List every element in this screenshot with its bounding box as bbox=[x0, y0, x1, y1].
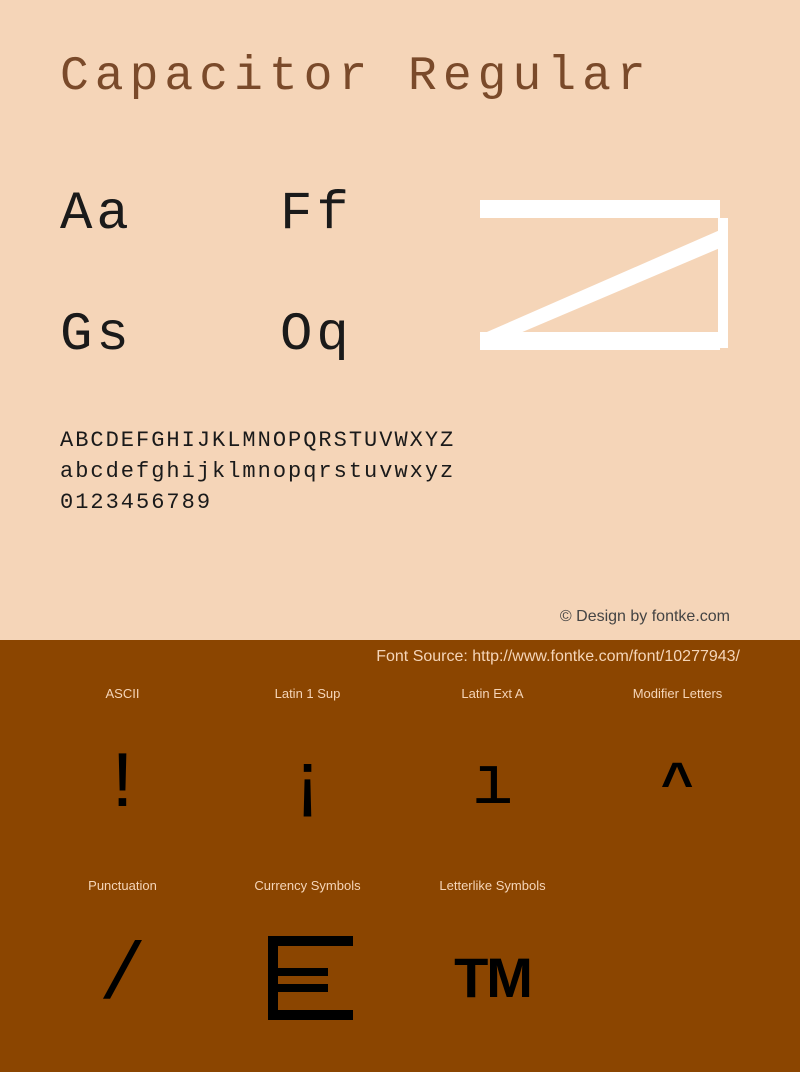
category-latin1sup: Latin 1 Sup ¡ bbox=[215, 686, 400, 870]
category-glyph: TM bbox=[400, 923, 585, 1033]
font-source-link: Font Source: http://www.fontke.com/font/… bbox=[0, 640, 800, 678]
font-title: Capacitor Regular bbox=[60, 50, 740, 104]
category-label: ASCII bbox=[30, 686, 215, 701]
category-modifier: Modifier Letters ^ bbox=[585, 686, 770, 870]
category-label: Latin Ext A bbox=[400, 686, 585, 701]
font-preview-section: Capacitor Regular Aa Ff Gs Oq ABCDEFGHIJ… bbox=[0, 0, 800, 640]
category-empty bbox=[585, 878, 770, 1062]
category-glyph: ^ bbox=[585, 731, 770, 841]
category-label: Currency Symbols bbox=[215, 878, 400, 893]
sample-gs: Gs bbox=[60, 305, 200, 366]
category-label: Modifier Letters bbox=[585, 686, 770, 701]
category-label: Letterlike Symbols bbox=[400, 878, 585, 893]
category-glyph: ¡ bbox=[215, 731, 400, 841]
unicode-categories-row1: ASCII ! Latin 1 Sup ¡ Latin Ext A ı Modi… bbox=[0, 678, 800, 870]
alphabet-upper: ABCDEFGHIJKLMNOPQRSTUVWXYZ bbox=[60, 426, 740, 457]
sample-ff: Ff bbox=[280, 184, 420, 245]
sample-aa: Aa bbox=[60, 184, 200, 245]
category-glyph: / bbox=[30, 923, 215, 1033]
category-label: Latin 1 Sup bbox=[215, 686, 400, 701]
category-ascii: ASCII ! bbox=[30, 686, 215, 870]
design-credit: © Design by fontke.com bbox=[560, 608, 730, 626]
alphabet-lower: abcdefghijklmnopqrstuvwxyz bbox=[60, 457, 740, 488]
unicode-categories-row2: Punctuation / Currency Symbols Letterlik… bbox=[0, 870, 800, 1062]
category-latinexta: Latin Ext A ı bbox=[400, 686, 585, 870]
category-label: Punctuation bbox=[30, 878, 215, 893]
category-letterlike: Letterlike Symbols TM bbox=[400, 878, 585, 1062]
category-punctuation: Punctuation / bbox=[30, 878, 215, 1062]
alphabet-digits: 0123456789 bbox=[60, 488, 740, 519]
sample-oq: Oq bbox=[280, 305, 420, 366]
category-glyph-euro bbox=[215, 923, 400, 1033]
category-glyph: ı bbox=[400, 731, 585, 841]
alphabet-display: ABCDEFGHIJKLMNOPQRSTUVWXYZ abcdefghijklm… bbox=[60, 426, 740, 518]
large-glyph-z bbox=[480, 200, 730, 350]
category-glyph bbox=[585, 908, 770, 1018]
category-glyph: ! bbox=[30, 731, 215, 841]
category-currency: Currency Symbols bbox=[215, 878, 400, 1062]
